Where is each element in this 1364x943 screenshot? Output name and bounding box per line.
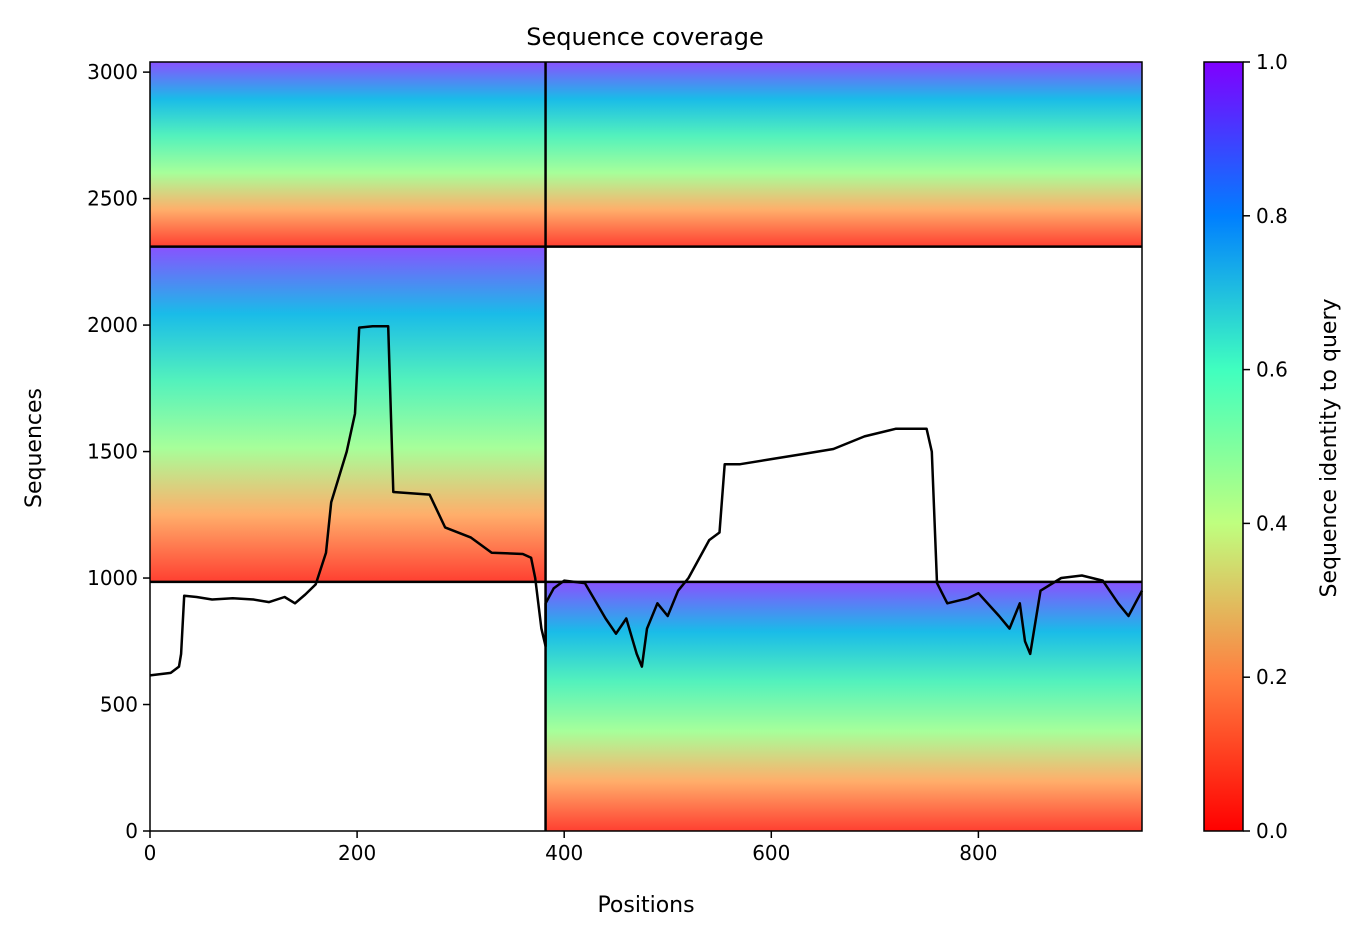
- y-tick-label: 1000: [87, 566, 138, 590]
- colorbar-tick-label: 0.8: [1256, 204, 1288, 228]
- y-tick-label: 2000: [87, 313, 138, 337]
- coverage-block-1: [545, 62, 1142, 247]
- coverage-blocks: [150, 62, 1142, 831]
- plot-frame: [149, 61, 1143, 832]
- x-tick-label: 800: [959, 841, 997, 865]
- x-axis-ticks: 0 200 400 600 800: [144, 831, 997, 865]
- coverage-block-0: [150, 62, 546, 247]
- colorbar-tick-label: 1.0: [1256, 50, 1288, 74]
- y-tick-label: 500: [100, 693, 138, 717]
- y-tick-label: 1500: [87, 440, 138, 464]
- x-tick-label: 400: [545, 841, 583, 865]
- plot-area: [149, 61, 1144, 832]
- y-axis-ticks: 0 500 1000 1500 2000 2500 3000: [87, 60, 150, 843]
- coverage-block-3: [545, 581, 1142, 831]
- colorbar-tick-label: 0.0: [1256, 819, 1288, 843]
- colorbar-tick-label: 0.4: [1256, 511, 1288, 535]
- colorbar: 0.0 0.2 0.4 0.6 0.8 1.0 Sequence identity to …: [1203, 50, 1342, 843]
- y-tick-label: 0: [125, 819, 138, 843]
- x-tick-label: 200: [338, 841, 376, 865]
- y-axis-label: Sequences: [22, 388, 47, 508]
- coverage-block-2: [150, 246, 546, 582]
- colorbar-gradient: [1203, 61, 1244, 832]
- colorbar-label: Sequence identity to query: [1317, 298, 1342, 597]
- colorbar-tick-label: 0.2: [1256, 665, 1288, 689]
- y-tick-label: 3000: [87, 60, 138, 84]
- coverage-line: [149, 325, 1144, 677]
- x-axis-label: Positions: [597, 893, 694, 918]
- x-tick-label: 0: [144, 841, 157, 865]
- colorbar-ticks: 0.0 0.2 0.4 0.6 0.8 1.0: [1243, 50, 1288, 843]
- x-tick-label: 600: [752, 841, 790, 865]
- colorbar-tick-label: 0.6: [1256, 358, 1288, 382]
- chart-title: Sequence coverage: [526, 23, 763, 51]
- y-tick-label: 2500: [87, 187, 138, 211]
